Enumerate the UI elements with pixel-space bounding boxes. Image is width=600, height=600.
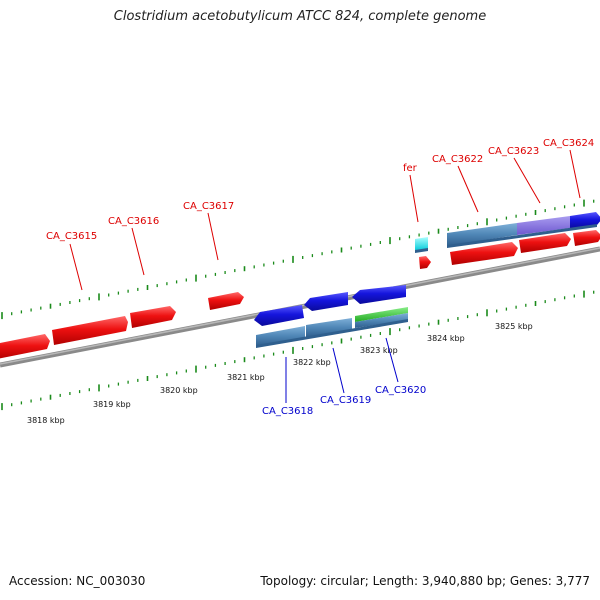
cds-band-ca-c3623[interactable]: [517, 216, 570, 235]
gene-label-ca-c3618[interactable]: CA_C3618: [262, 406, 313, 417]
gene-arrow-fer[interactable]: [419, 256, 431, 269]
gene-label-ca-c3622[interactable]: CA_C3622: [432, 154, 483, 165]
scale-label: 3820 kbp: [160, 386, 198, 395]
cds-band-ca-c3618[interactable]: [256, 326, 305, 346]
accession-label: Accession: NC_003030: [9, 574, 146, 588]
topology-label: Topology: circular; Length: 3,940,880 bp…: [260, 574, 590, 588]
cds-band-ca-c3620[interactable]: [355, 313, 408, 328]
leader-ca-c3616: [131, 227, 145, 276]
reverse-scale-ticks: [1, 290, 595, 411]
forward-scale-ticks: [1, 199, 595, 320]
scale-label: 3825 kbp: [495, 322, 533, 331]
gene-label-ca-c3620[interactable]: CA_C3620: [375, 385, 426, 396]
gene-arrow-ca-c3617[interactable]: [208, 292, 244, 310]
gene-arrow-ca-c3622[interactable]: [450, 242, 518, 265]
scale-label: 3821 kbp: [227, 373, 265, 382]
gene-label-ca-c3615[interactable]: CA_C3615: [46, 231, 97, 242]
gene-arrow-ca-c3624[interactable]: [573, 230, 600, 246]
cds-band-ca-c3622[interactable]: [447, 223, 517, 246]
gene-label-ca-c3617[interactable]: CA_C3617: [183, 201, 234, 212]
leader-ca-c3619: [332, 347, 345, 394]
leader-ca-c3622: [457, 165, 479, 213]
rna-band-ca-c3620[interactable]: [355, 307, 408, 322]
scale-label: 3818 kbp: [27, 416, 65, 425]
gene-labels: CA_C3615 CA_C3616 CA_C3617 fer CA_C3622 …: [46, 138, 594, 417]
band-stripe: [447, 224, 597, 248]
scale-label: 3822 kbp: [293, 358, 331, 367]
gene-arrow-left-edge[interactable]: [0, 334, 50, 360]
leader-fer: [409, 174, 419, 223]
leader-ca-c3615: [69, 243, 83, 291]
gene-label-ca-c3619[interactable]: CA_C3619: [320, 395, 371, 406]
leader-ca-c3623: [513, 157, 541, 204]
gene-label-ca-c3623[interactable]: CA_C3623: [488, 146, 539, 157]
band-stripe-reverse: [256, 319, 408, 348]
gene-arrow-ca-c3615[interactable]: [52, 316, 128, 345]
gene-arrow-ca-c3623[interactable]: [519, 233, 571, 253]
leader-ca-c3620: [385, 337, 399, 383]
forward-genes: [0, 230, 600, 360]
scale-labels: 3818 kbp 3819 kbp 3820 kbp 3821 kbp 3822 kbp…: [27, 322, 533, 425]
gene-label-ca-c3616[interactable]: CA_C3616: [108, 216, 159, 227]
gene-arrow-ca-c3616[interactable]: [130, 306, 176, 328]
scale-label: 3823 kbp: [360, 346, 398, 355]
cds-band-ca-c3619[interactable]: [306, 318, 352, 337]
leader-ca-c3617: [207, 212, 219, 261]
gene-arrow-ca-c3618[interactable]: [254, 305, 304, 326]
label-leaders: [69, 149, 581, 403]
fer-feature-stripe: [415, 248, 428, 253]
page-title: Clostridium acetobutylicum ATCC 824, com…: [113, 9, 487, 24]
fer-feature[interactable]: [415, 237, 428, 251]
gene-arrow-ca-c3619[interactable]: [304, 292, 348, 311]
gene-label-fer[interactable]: fer: [403, 163, 418, 174]
gene-arrow-ca-c3620[interactable]: [352, 285, 406, 304]
reverse-genes: [254, 285, 408, 348]
leader-ca-c3624: [569, 149, 581, 199]
scale-label: 3819 kbp: [93, 400, 131, 409]
gene-label-ca-c3624[interactable]: CA_C3624: [543, 138, 594, 149]
scale-label: 3824 kbp: [427, 334, 465, 343]
forward-annotation-band: [415, 212, 600, 253]
